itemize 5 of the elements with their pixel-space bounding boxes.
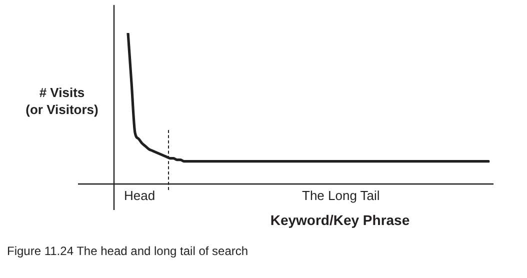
x-axis-title: Keyword/Key Phrase: [269, 212, 411, 228]
y-axis-title: # Visits (or Visitors): [24, 84, 100, 118]
caption: Figure 11.24 The head and long tail of search: [7, 244, 248, 258]
text: The Long Tail: [302, 188, 380, 203]
text: Head: [124, 188, 156, 203]
